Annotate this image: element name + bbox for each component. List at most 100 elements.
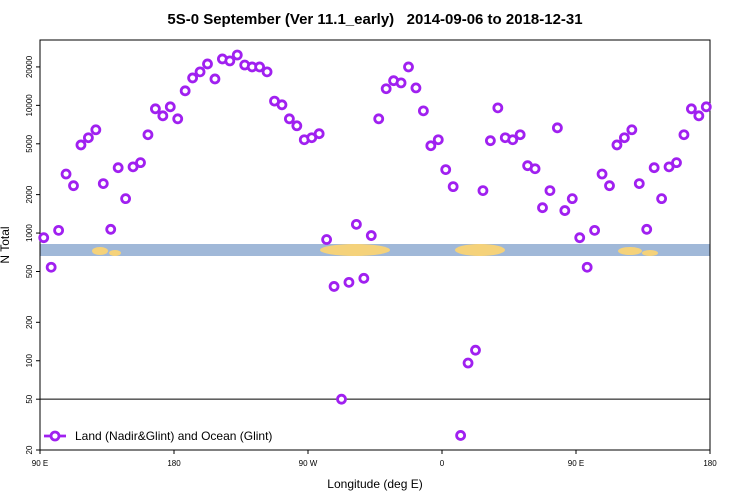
point <box>455 430 467 441</box>
point <box>671 157 682 169</box>
point <box>432 134 444 146</box>
point <box>507 134 519 146</box>
point <box>373 113 385 125</box>
chart-title: 5S-0 September (Ver 11.1_early) 2014-09-… <box>167 11 582 28</box>
point <box>514 129 526 141</box>
point <box>477 185 489 197</box>
x-tick-label: 0 <box>440 459 445 468</box>
y-tick-label: 2000 <box>25 185 34 203</box>
point <box>559 205 571 216</box>
point <box>417 105 429 117</box>
point <box>321 234 333 245</box>
point <box>120 193 132 205</box>
point <box>336 393 347 405</box>
point <box>440 164 452 176</box>
point <box>261 66 273 78</box>
point <box>529 163 541 175</box>
point <box>75 139 87 151</box>
y-tick-label: 1000 <box>25 224 34 242</box>
point <box>618 132 630 144</box>
point <box>164 101 176 113</box>
point <box>403 61 414 73</box>
x-tick-label: 90 E <box>568 459 584 468</box>
point <box>425 140 437 152</box>
point <box>380 83 392 95</box>
point <box>90 124 102 136</box>
point <box>633 178 645 189</box>
point <box>611 139 623 151</box>
point <box>291 120 303 132</box>
y-tick-label: 200 <box>25 315 34 329</box>
x-tick-label: 180 <box>167 459 181 468</box>
plot-frame <box>39 39 711 451</box>
point <box>60 168 72 180</box>
point <box>127 161 139 173</box>
point <box>470 344 481 356</box>
point <box>447 181 459 193</box>
point <box>626 124 638 136</box>
y-tick-label: 20000 <box>25 55 34 78</box>
point <box>410 82 422 94</box>
point <box>484 135 496 147</box>
point <box>179 85 191 97</box>
point <box>395 77 407 89</box>
point <box>135 157 146 169</box>
point <box>283 113 295 125</box>
point <box>172 113 184 125</box>
point <box>544 185 556 197</box>
point <box>187 72 199 84</box>
point <box>589 224 601 236</box>
point <box>112 162 124 174</box>
point <box>254 61 266 73</box>
point <box>656 193 668 205</box>
point <box>581 261 593 273</box>
point <box>551 122 563 134</box>
point <box>678 129 690 141</box>
land <box>642 250 658 256</box>
point <box>537 202 548 214</box>
point <box>194 66 206 78</box>
point <box>97 178 109 189</box>
point <box>700 101 712 113</box>
point <box>45 261 57 273</box>
x-axis-label: Longitude (deg E) <box>327 477 422 491</box>
point <box>202 58 213 70</box>
point <box>82 132 94 144</box>
point <box>641 223 653 235</box>
legend-marker <box>49 430 61 442</box>
point <box>693 110 705 122</box>
land <box>455 244 505 256</box>
point <box>231 49 243 61</box>
point <box>328 281 340 292</box>
point <box>648 162 660 174</box>
land <box>92 247 108 255</box>
point <box>68 180 79 192</box>
point <box>224 55 236 67</box>
map-band <box>40 244 710 256</box>
y-tick-label: 20 <box>25 445 34 454</box>
x-tick-label: 90 E <box>32 459 48 468</box>
legend-label: Land (Nadir&Glint) and Ocean (Glint) <box>75 429 272 443</box>
x-tick-label: 180 <box>703 459 717 468</box>
point <box>365 230 377 241</box>
point <box>685 103 697 115</box>
point <box>149 103 161 115</box>
point <box>492 102 504 114</box>
y-tick-label: 500 <box>25 264 34 278</box>
point <box>350 218 362 230</box>
point <box>209 73 221 85</box>
land <box>320 244 390 256</box>
point <box>566 193 578 205</box>
y-tick-label: 50 <box>25 394 34 403</box>
point <box>38 232 50 244</box>
point <box>142 129 154 141</box>
point <box>276 99 288 111</box>
land <box>109 250 121 256</box>
point <box>343 276 355 288</box>
land <box>618 247 642 255</box>
point <box>574 232 586 244</box>
y-axis-label: N Total <box>0 226 12 263</box>
point <box>596 168 608 180</box>
x-tick-label: 90 W <box>299 459 318 468</box>
